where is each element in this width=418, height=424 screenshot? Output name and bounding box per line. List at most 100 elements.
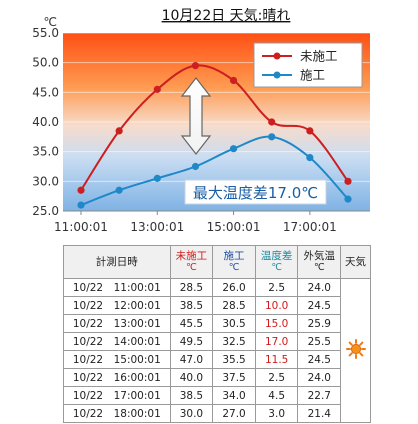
table-row: 10/22 12:00:01 38.5 28.5 10.0 24.5 [63, 296, 371, 315]
table-row: 10/22 15:00:01 47.0 35.5 11.5 24.5 [63, 350, 371, 369]
cell-untreated: 40.0 [169, 368, 214, 387]
cell-treated: 37.5 [212, 368, 256, 387]
table-row: 10/22 17:00:01 38.5 34.0 4.5 22.7 [63, 386, 371, 405]
table-row: 10/22 11:00:01 28.5 26.0 2.5 24.0 [63, 278, 371, 423]
data-point [191, 62, 200, 70]
data-point [306, 127, 314, 135]
cell-untreated: 45.5 [169, 314, 214, 333]
data-point [115, 127, 123, 135]
data-point [344, 195, 352, 203]
x-tick-label: 11:00:01 [54, 220, 108, 234]
cell-untreated: 30.0 [169, 404, 214, 423]
cell-datetime: 10/22 13:00:01 [63, 314, 171, 333]
cell-diff: 15.0 [254, 314, 299, 333]
cell-datetime: 10/22 12:00:01 [63, 296, 171, 315]
cell-datetime: 10/22 17:00:01 [63, 386, 171, 405]
series-lines [77, 62, 352, 209]
sun-icon [345, 339, 366, 359]
cell-outside: 24.0 [297, 278, 342, 297]
cell-treated: 26.0 [212, 278, 256, 297]
cell-outside: 24.5 [297, 296, 342, 315]
data-point [268, 118, 276, 126]
y-tick-label: 50.0 [32, 56, 59, 70]
cell-treated: 28.5 [212, 296, 256, 315]
header-datetime: 計測日時 [63, 245, 171, 279]
cell-outside: 25.9 [297, 314, 342, 333]
max-difference-annotation: 最大温度差17.0℃ [193, 184, 318, 202]
x-tick-label: 13:00:01 [130, 220, 184, 234]
y-tick-label: 40.0 [32, 115, 59, 129]
y-axis-unit: ℃ [44, 15, 57, 29]
cell-untreated: 38.5 [169, 296, 214, 315]
grid-lines [63, 32, 370, 182]
cell-datetime: 10/22 15:00:01 [63, 350, 171, 369]
table-row: 10/22 18:00:01 30.0 27.0 3.0 21.4 [63, 404, 371, 423]
header-untreated: 未施工 ℃ [169, 245, 214, 279]
cell-datetime: 10/22 14:00:01 [63, 332, 171, 351]
header-weather: 天気 [340, 245, 371, 279]
x-tick-label: 15:00:01 [207, 220, 261, 234]
data-point [115, 186, 123, 194]
data-point [191, 162, 200, 171]
cell-outside: 22.7 [297, 386, 342, 405]
y-tick-label: 35.0 [32, 145, 59, 159]
data-point [268, 133, 276, 141]
x-axis: 11:00:01 13:00:01 15:00:01 17:00:01 [54, 211, 337, 234]
table-row: 10/22 16:00:01 40.0 37.5 2.5 24.0 [63, 368, 371, 387]
data-point [77, 186, 85, 194]
legend-marker [273, 71, 281, 79]
cell-diff: 4.5 [254, 386, 299, 405]
data-point [153, 174, 161, 182]
header-difference: 温度差 ℃ [254, 245, 299, 279]
cell-untreated: 38.5 [169, 386, 214, 405]
cell-untreated: 47.0 [169, 350, 214, 369]
x-tick-label: 17:00:01 [283, 220, 337, 234]
data-point [229, 145, 238, 153]
y-tick-label: 45.0 [32, 85, 59, 99]
chart-title: 10月22日 天気:晴れ [162, 8, 291, 24]
cell-diff: 11.5 [254, 350, 299, 369]
cell-untreated: 49.5 [169, 332, 214, 351]
cell-outside: 21.4 [297, 404, 342, 423]
cell-outside: 25.5 [297, 332, 342, 351]
data-point [77, 201, 85, 209]
data-point [344, 177, 352, 185]
cell-outside: 24.5 [297, 350, 342, 369]
header-outside-temp: 外気温 ℃ [297, 245, 342, 279]
temperature-line-chart: 25.0 30.0 35.0 40.0 45.0 50.0 55.0 11:00:01 13:… [32, 8, 370, 234]
data-point [153, 85, 161, 93]
cell-diff: 2.5 [254, 278, 299, 297]
y-tick-label: 30.0 [32, 174, 59, 188]
y-tick-label: 55.0 [32, 26, 59, 40]
cell-treated: 34.0 [212, 386, 256, 405]
legend-marker [273, 52, 281, 60]
cell-treated: 30.5 [212, 314, 256, 333]
data-point [306, 154, 314, 162]
cell-diff: 10.0 [254, 296, 299, 315]
header-treated: 施工 ℃ [212, 245, 256, 279]
legend-entry: 施工 [300, 68, 325, 83]
cell-treated: 27.0 [212, 404, 256, 423]
cell-treated: 35.5 [212, 350, 256, 369]
y-tick-label: 25.0 [32, 204, 59, 218]
y-axis: 25.0 30.0 35.0 40.0 45.0 50.0 55.0 [32, 26, 370, 218]
cell-datetime: 10/22 18:00:01 [63, 404, 171, 423]
double-arrow-icon [180, 77, 212, 155]
data-table: 計測日時 未施工 ℃ 施工 ℃ 温度差 ℃ 外気温 ℃ 天気 10/22 11:00:0… [63, 245, 371, 423]
cell-datetime: 10/22 16:00:01 [63, 368, 171, 387]
cell-weather [340, 278, 371, 423]
cell-untreated: 28.5 [169, 278, 214, 297]
cell-treated: 32.5 [212, 332, 256, 351]
table-header-row: 計測日時 未施工 ℃ 施工 ℃ 温度差 ℃ 外気温 ℃ 天気 [63, 245, 371, 279]
cell-diff: 3.0 [254, 404, 299, 423]
table-row: 10/22 13:00:01 45.5 30.5 15.0 25.9 [63, 314, 371, 333]
legend-entry: 未施工 [300, 49, 338, 64]
cell-datetime: 10/22 11:00:01 [63, 278, 171, 297]
cell-diff: 17.0 [254, 332, 299, 351]
cell-outside: 24.0 [297, 368, 342, 387]
table-row: 10/22 14:00:01 49.5 32.5 17.0 25.5 [63, 332, 371, 351]
annotation-box: 最大温度差17.0℃ [184, 179, 327, 205]
cell-diff: 2.5 [254, 368, 299, 387]
data-point [229, 76, 238, 85]
